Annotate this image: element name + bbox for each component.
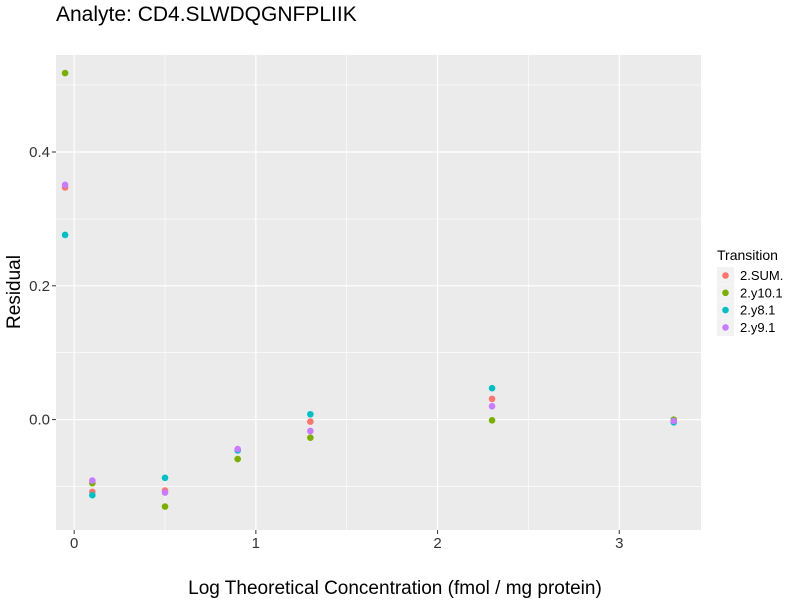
x-axis: 0 1 2 3 (70, 530, 623, 552)
legend-label-2-sum: 2.SUM. (740, 268, 783, 283)
legend-items: 2.SUM. 2.y10.1 2.y8.1 2.y9.1 (717, 267, 783, 336)
data-point-2-sum (307, 418, 314, 425)
legend-swatch-2-y10-1 (722, 289, 729, 297)
data-point-2-y9-1 (61, 181, 69, 189)
data-point-2-y8-1 (61, 231, 69, 239)
data-point-2-y9-1 (89, 477, 96, 484)
data-point-2-y9-1 (161, 489, 169, 496)
x-tick-label: 0 (70, 535, 78, 552)
data-point-2-y9-1 (670, 417, 678, 425)
minor-gridlines (56, 55, 701, 530)
data-point-2-y10-1 (61, 69, 69, 77)
data-point-2-y10-1 (488, 416, 496, 424)
x-tick-label: 1 (252, 535, 260, 552)
data-point-2-y8-1 (89, 491, 96, 499)
data-point-2-y10-1 (234, 455, 241, 463)
data-point-2-sum (488, 395, 496, 403)
data-point-2-y9-1 (234, 445, 241, 453)
legend: Transition 2.SUM. 2.y10.1 2.y8.1 2.y9.1 (717, 247, 783, 336)
x-axis-title: Log Theoretical Concentration (fmol / mg… (188, 578, 602, 599)
data-point-2-y8-1 (488, 384, 496, 392)
data-point-2-y10-1 (307, 434, 314, 441)
y-axis-title: Residual (4, 255, 25, 329)
plot-panel (56, 55, 701, 530)
legend-label-2-y10-1: 2.y10.1 (740, 285, 783, 300)
data-point-2-y9-1 (488, 402, 496, 410)
legend-title: Transition (717, 247, 778, 263)
legend-swatch-2-y9-1 (722, 324, 729, 331)
y-tick-label: 0.4 (29, 144, 50, 161)
major-gridlines (56, 55, 701, 530)
data-point-2-y8-1 (161, 474, 169, 482)
data-point-2-y8-1 (307, 410, 314, 418)
y-axis: 0.0 0.2 0.4 (29, 144, 56, 429)
legend-swatch-2-sum (722, 272, 729, 279)
y-tick-label: 0.2 (29, 278, 50, 295)
data-points (61, 69, 678, 510)
x-tick-label: 2 (433, 535, 441, 552)
legend-swatch-2-y8-1 (722, 306, 729, 314)
chart-title: Analyte: CD4.SLWDQGNFPLIIK (56, 3, 357, 26)
x-tick-label: 3 (615, 535, 623, 552)
legend-label-2-y9-1: 2.y9.1 (740, 320, 775, 335)
y-tick-label: 0.0 (29, 412, 50, 429)
data-point-2-y10-1 (161, 503, 169, 510)
data-point-2-y9-1 (307, 427, 314, 435)
legend-label-2-y8-1: 2.y8.1 (740, 303, 775, 318)
